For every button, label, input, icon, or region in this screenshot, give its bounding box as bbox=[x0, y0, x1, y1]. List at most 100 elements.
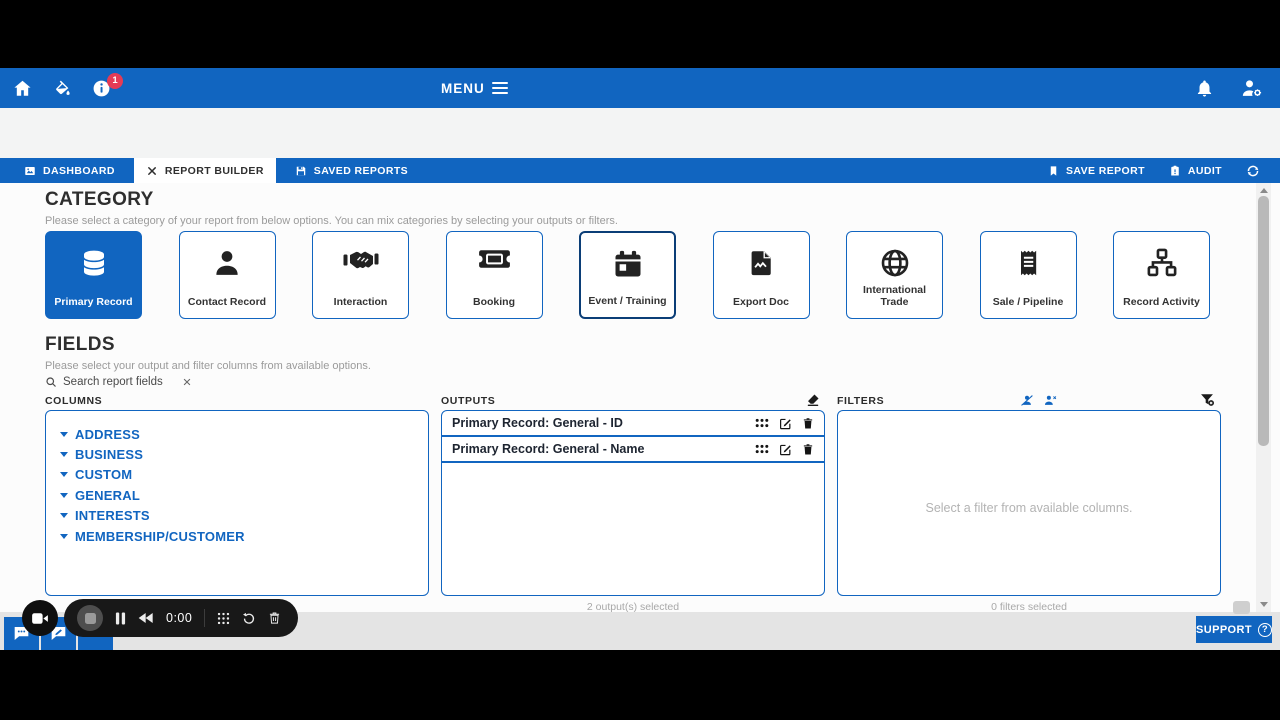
columns-group-business[interactable]: BUSINESS bbox=[60, 444, 428, 464]
trash-icon[interactable] bbox=[802, 417, 814, 430]
filters-count: 0 filters selected bbox=[991, 601, 1067, 613]
columns-group-label: ADDRESS bbox=[75, 426, 140, 442]
filter-remove-icon[interactable] bbox=[1199, 392, 1215, 407]
stop-record-button[interactable] bbox=[77, 605, 103, 631]
receipt-icon bbox=[981, 248, 1076, 278]
tab-report-builder-label: REPORT BUILDER bbox=[164, 164, 264, 177]
category-card-sale-pipeline[interactable]: Sale / Pipeline bbox=[979, 231, 1077, 319]
restart-icon[interactable] bbox=[242, 611, 256, 625]
columns-group-label: INTERESTS bbox=[75, 508, 150, 524]
menu-button[interactable]: MENU bbox=[441, 68, 508, 108]
chevron-down-icon bbox=[60, 533, 68, 539]
drag-handle-icon[interactable] bbox=[755, 444, 769, 454]
drag-handle-icon[interactable] bbox=[755, 418, 769, 428]
audit-button[interactable]: AUDIT bbox=[1169, 165, 1222, 177]
sitemap-icon bbox=[1114, 248, 1209, 278]
trash-icon[interactable] bbox=[802, 443, 814, 456]
chevron-down-icon bbox=[60, 431, 68, 437]
chevron-down-icon bbox=[60, 452, 68, 458]
output-row[interactable]: Primary Record: General - Name bbox=[442, 437, 824, 463]
user-slash-icon[interactable] bbox=[1020, 394, 1034, 407]
vertical-scrollbar[interactable] bbox=[1256, 183, 1271, 612]
user-x-icon[interactable] bbox=[1043, 394, 1058, 407]
top-navbar: 1 MENU bbox=[0, 68, 1280, 170]
columns-group-address[interactable]: ADDRESS bbox=[60, 424, 428, 444]
output-row-label: Primary Record: General - ID bbox=[452, 416, 623, 430]
output-row-actions bbox=[755, 417, 814, 430]
outputs-count: 2 output(s) selected bbox=[586, 601, 680, 613]
user-gear-icon bbox=[1240, 78, 1264, 98]
tools-icon bbox=[146, 165, 158, 177]
tab-report-builder[interactable]: REPORT BUILDER bbox=[133, 158, 276, 183]
screen-record-button[interactable] bbox=[22, 600, 58, 636]
info-icon bbox=[92, 79, 111, 98]
edit-icon[interactable] bbox=[779, 417, 792, 430]
category-card-interaction[interactable]: Interaction bbox=[312, 231, 409, 319]
columns-group-general[interactable]: GENERAL bbox=[60, 485, 428, 505]
search-icon bbox=[45, 376, 57, 388]
document-tab-strip: REPORTS bbox=[0, 108, 1280, 255]
category-card-contact-record[interactable]: Contact Record bbox=[178, 231, 276, 319]
document-icon bbox=[714, 248, 809, 278]
tab-saved-reports[interactable]: SAVED REPORTS bbox=[283, 158, 420, 183]
refresh-icon[interactable] bbox=[1246, 164, 1260, 178]
rewind-button[interactable] bbox=[138, 612, 154, 624]
category-card-booking[interactable]: Booking bbox=[445, 231, 543, 319]
bookmark-icon bbox=[1048, 165, 1059, 177]
filters-label: FILTERS bbox=[837, 395, 885, 407]
columns-group-label: BUSINESS bbox=[75, 447, 144, 463]
handshake-icon bbox=[313, 248, 408, 272]
info-button[interactable]: 1 bbox=[92, 72, 123, 98]
drag-grid-icon[interactable] bbox=[217, 612, 230, 625]
columns-group-membership-customer[interactable]: MEMBERSHIP/CUSTOMER bbox=[60, 526, 428, 546]
category-card-label: Primary Record bbox=[54, 295, 133, 308]
navbar-right-icons bbox=[1195, 68, 1264, 108]
ticket-icon bbox=[447, 248, 542, 270]
category-card-export-doc[interactable]: Export Doc bbox=[712, 231, 810, 319]
fill-tool-button[interactable] bbox=[53, 79, 72, 98]
letterbox-bottom bbox=[0, 650, 1280, 720]
category-subtitle: Please select a category of your report … bbox=[45, 215, 618, 227]
scroll-up-icon[interactable] bbox=[1259, 188, 1268, 193]
account-button[interactable] bbox=[1240, 78, 1264, 98]
scroll-down-icon[interactable] bbox=[1259, 602, 1268, 607]
dashboard-icon bbox=[24, 165, 36, 177]
tab-dashboard-label: DASHBOARD bbox=[43, 164, 115, 177]
category-card-record-activity[interactable]: Record Activity bbox=[1113, 231, 1210, 319]
category-card-international-trade[interactable]: International Trade bbox=[846, 231, 943, 319]
category-card-primary-record[interactable]: Primary Record bbox=[45, 231, 142, 319]
notifications-button[interactable] bbox=[1195, 79, 1214, 98]
output-row-actions bbox=[755, 443, 814, 456]
category-card-event-training[interactable]: Event / Training bbox=[579, 231, 676, 319]
video-camera-icon bbox=[31, 611, 49, 626]
audit-label: AUDIT bbox=[1187, 164, 1222, 177]
columns-panel: ADDRESS BUSINESS CUSTOM GENERAL INTEREST… bbox=[45, 410, 429, 596]
stop-icon bbox=[84, 612, 96, 624]
support-button[interactable]: SUPPORT ? bbox=[1196, 616, 1272, 643]
columns-group-interests[interactable]: INTERESTS bbox=[60, 506, 428, 526]
fields-search bbox=[45, 376, 192, 388]
tab-saved-reports-label: SAVED REPORTS bbox=[313, 164, 409, 177]
save-report-button[interactable]: SAVE REPORT bbox=[1048, 165, 1145, 177]
tab-dashboard[interactable]: DASHBOARD bbox=[12, 158, 127, 183]
fields-search-input[interactable] bbox=[63, 376, 168, 388]
scrollbar-thumb[interactable] bbox=[1258, 196, 1269, 446]
columns-group-custom[interactable]: CUSTOM bbox=[60, 465, 428, 485]
collapsed-widget-button[interactable] bbox=[1233, 601, 1250, 614]
letterbox-top bbox=[0, 0, 1280, 68]
clear-outputs-icon[interactable] bbox=[806, 393, 820, 407]
chat-bubble-icon bbox=[13, 626, 30, 641]
pause-button[interactable] bbox=[115, 612, 126, 625]
output-row[interactable]: Primary Record: General - ID bbox=[442, 411, 824, 437]
hamburger-icon bbox=[491, 79, 508, 97]
fields-search-clear-icon[interactable] bbox=[182, 377, 192, 387]
discard-recording-icon[interactable] bbox=[268, 611, 281, 625]
support-label: SUPPORT bbox=[1196, 623, 1252, 636]
clipboard-icon bbox=[1169, 165, 1181, 177]
save-disk-icon bbox=[295, 165, 307, 177]
database-icon bbox=[46, 248, 141, 280]
recording-time: 0:00 bbox=[166, 611, 193, 625]
edit-icon[interactable] bbox=[779, 443, 792, 456]
calendar-icon bbox=[581, 249, 674, 279]
home-button[interactable] bbox=[12, 78, 33, 99]
